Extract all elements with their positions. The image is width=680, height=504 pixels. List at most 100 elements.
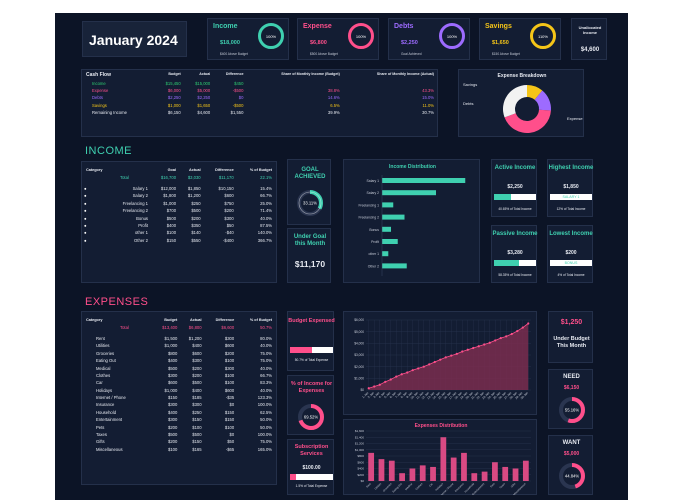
cashflow-cell: -$500 [232,87,244,93]
expenses-cell: $200 [192,372,202,378]
expenses-cell: Taxes [96,432,107,438]
expenses-cell: 83.3% [260,380,272,386]
expenses-row: Utilities $1,000 $400 $600 40.0% [84,342,274,349]
cashflow-cell: $15,000 [195,80,211,86]
expenses-cell: $300 [224,335,235,341]
income-distribution-panel: Income Distribution Salary 1 Salary 2 Free… [343,159,480,283]
income-table: Category Goal Actual Difference% of Budget T… [84,166,274,244]
kpi-label: Income [213,23,238,30]
income-cell: Freelancing 1 [122,200,149,206]
breakdown-label-debts: Debts [463,101,474,106]
exp-bar [388,460,395,481]
income-cell: $600 [224,193,234,199]
breakdown-donut [503,85,551,133]
under-budget-value: $1,250 [560,319,583,326]
area-x-tick: 13-Jan [426,391,436,401]
income-total-cell: $16,700 [160,174,177,180]
area-point [417,367,420,370]
cashflow-row: Debts $2,250 $2,250 $0 14.6% 15.0% [84,94,436,101]
expenses-cell: Rent [96,335,105,341]
expenses-cell: $600 [167,380,178,386]
income-cell: Profit [138,222,149,228]
area-point [510,332,513,336]
expenses-row: Gifts $200 $150 $50 75.0% [84,438,274,445]
donut-slice-expense [504,109,551,133]
breakdown-title: Expense Breakdown [497,73,547,79]
expenses-cell: $100 [192,424,202,430]
area-point [499,336,502,340]
exp-x-tick: Pets [489,481,496,488]
income-cell: $400 [166,222,177,228]
expenses-cell: $1,000 [164,343,178,349]
subscriptions-card: Subscription Services $100.00 1.5% of To… [287,439,334,495]
area-x-tick: 1-Jan [361,391,369,399]
income-dist-label: Freelancing 1 [358,203,379,207]
exp-x-tick: Taxes [498,481,506,489]
income-cell: $12,000 [160,185,177,191]
need-card: NEED $6,150 55.16% [548,369,593,429]
active-income-value: $2,250 [507,184,523,190]
income-for-expenses-label: % of Income for Expenses [290,381,333,394]
cashflow-cell: Expense [92,87,109,93]
expenses-header-cell: Actual [189,317,202,322]
kpi-ring: 100% [439,23,465,49]
income-cell: Freelancing 2 [122,208,149,214]
kpi-note: $150 Above Budget [492,52,520,56]
exp-x-tick: Insurance [454,481,465,492]
lowest-income-card: Lowest Income $200 BONUS 4% of Total Inc… [547,225,593,283]
area-y-tick: $3,000 [354,353,364,357]
under-goal-label: Under Goal this Month [293,234,327,247]
exp-x-tick: Rent [365,482,372,489]
expenses-row: Eating Out $400 $300 $100 75.0% [84,357,274,364]
expenses-row: Internet / Phone $150 $185 -$35 123.3% [84,394,274,401]
highest-income-value: $1,850 [563,184,579,190]
expenses-cell: $150 [167,395,178,401]
area-point [395,375,398,378]
area-point [411,369,414,372]
income-total-cell: $3,030 [187,174,201,180]
kpi-card-debts: Debts $2,250 Goal Achieved 100% [388,18,470,60]
income-cell: 366.7% [257,237,272,243]
expenses-row: Holidays $1,000 $400 $600 40.0% [84,387,274,394]
expenses-cell: $800 [167,350,178,356]
expenses-cell: $0 [229,432,235,438]
exp-bar [522,460,529,481]
exp-bar [368,452,375,481]
area-x-tick: 17-Jan [448,391,458,401]
exp-x-tick: Clothes [414,481,424,491]
kpi-ring: 100% [258,23,284,49]
area-point [444,356,447,359]
income-dist-bar [382,202,394,208]
kpi-card-savings: Savings $1,650 $150 Above Budget 110% [479,18,561,60]
goal-ring: 33.11% [297,190,323,216]
area-point [494,339,497,342]
income-total-row: Total $16,700 $3,030 $11,170 22.1% [84,173,274,180]
kpi-ring: 100% [348,23,374,49]
kpi-card-expense: Expense $6,800 $500 Above Budget 100% [297,18,379,60]
subscriptions-label: Subscription Services [294,444,329,457]
income-dist-bar [382,251,389,257]
expenses-cell: $100 [224,424,235,430]
area-y-tick: $6,000 [354,318,364,322]
cashflow-cell: $1,550 [230,110,244,116]
expenses-table-panel: Category Budget Actual Difference % of Budge… [81,311,277,485]
area-x-tick: 6-Jan [389,391,397,399]
income-dist-label: Salary 1 [367,179,380,183]
cashflow-cell [245,79,341,86]
kpi-value: $6,800 [310,40,327,46]
area-x-tick: 2-Jan [367,391,375,399]
unallocated-label: Unallocated Income [578,25,602,35]
cashflow-cell [342,79,436,86]
expenses-cell: 40.0% [260,365,272,371]
area-x-tick: 27-Jan [503,391,513,401]
expenses-cell: 40.0% [260,387,272,393]
exp-bar [378,459,385,481]
area-y-tick: $4,000 [354,342,364,346]
area-point [516,329,519,333]
income-cell: $100 [166,230,177,236]
income-cell: -$400 [222,237,234,243]
area-point [472,346,475,350]
income-distribution-chart: Salary 1 Salary 2 Freelancing 1 Freelancing… [358,175,466,276]
exp-bar [492,462,498,481]
income-cell: other 1 [134,230,149,236]
